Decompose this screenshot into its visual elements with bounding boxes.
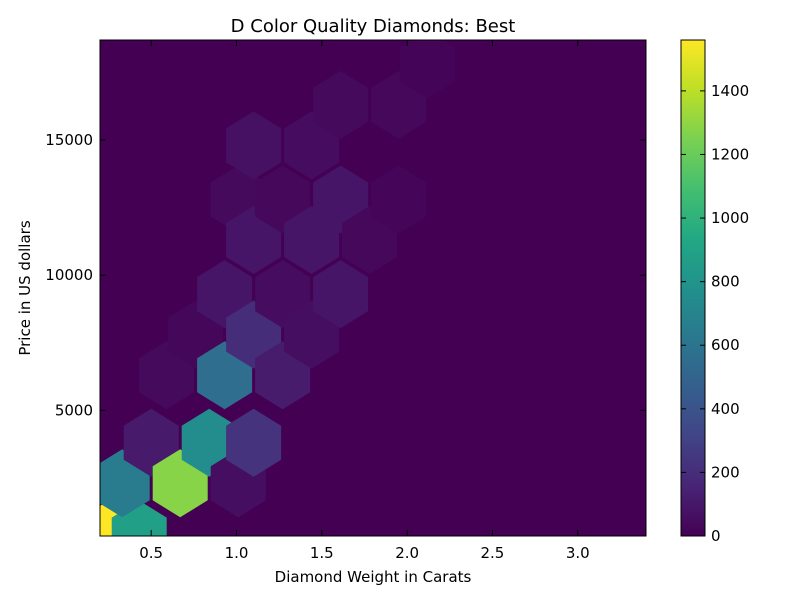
y-tick-label: 10000 [45,266,93,284]
x-tick-label: 3.0 [566,544,590,562]
hexbin-cell [313,260,369,329]
colorbar-tick-label: 800 [711,273,740,291]
colorbar-tick-label: 1400 [711,82,749,100]
hexbin-cell [313,70,369,139]
hexbin-cell [371,165,427,234]
x-axis-ticks: 0.5 1.0 1.5 2.0 2.5 3.0 [139,40,590,562]
y-tick-label: 15000 [45,131,93,149]
x-tick-label: 0.5 [139,544,163,562]
colorbar-tick-label: 1000 [711,209,749,227]
hexbin-cell [226,408,282,477]
x-tick-label: 1.0 [225,544,249,562]
hexbin-cells [100,40,456,536]
chart-title: D Color Quality Diamonds: Best [231,16,516,37]
colorbar-tick-label: 600 [711,336,740,354]
y-axis-ticks: 5000 10000 15000 [45,131,646,419]
x-axis-label: Diamond Weight in Carats [275,568,472,586]
y-tick-label: 5000 [55,401,93,419]
hexbin-cell [400,40,456,99]
colorbar-tick-label: 400 [711,400,740,418]
colorbar-tick-label: 200 [711,463,740,481]
plot-frame [99,39,647,537]
x-tick-label: 2.5 [481,544,505,562]
hexbin-cell [226,111,282,180]
x-tick-label: 2.0 [395,544,419,562]
colorbar-tick-label: 1200 [711,145,749,163]
colorbar-ticks: 0 200 400 600 800 1000 1200 1400 [681,82,749,545]
y-axis-label: Price in US dollars [16,220,34,355]
colorbar-tick-label: 0 [711,527,721,545]
colorbar [680,39,706,537]
x-tick-label: 1.5 [310,544,334,562]
